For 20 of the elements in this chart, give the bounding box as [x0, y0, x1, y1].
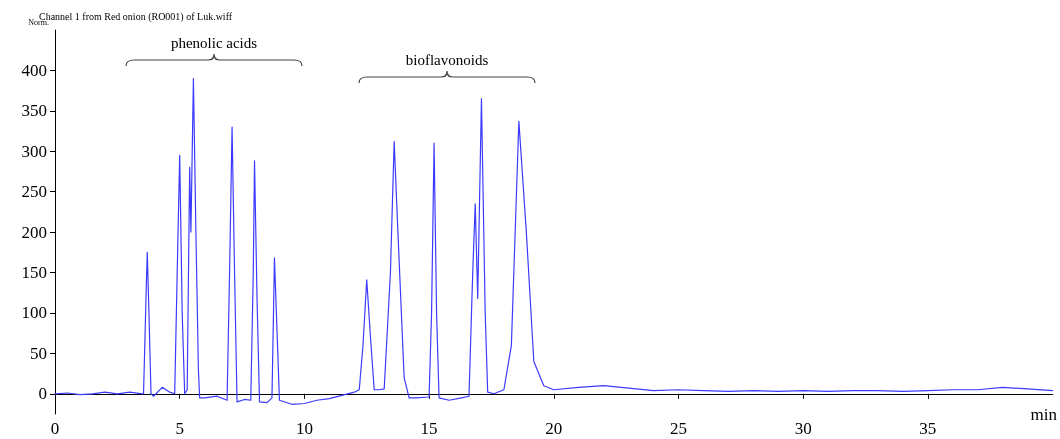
- y-tick-label: 100: [21, 303, 47, 323]
- annotation: bioflavonoids: [405, 52, 489, 68]
- x-tick-label: 35: [919, 419, 937, 438]
- y-tick-label: 250: [21, 182, 47, 202]
- y-tick-label: 350: [21, 101, 47, 121]
- x-tick-label: 20: [545, 419, 563, 438]
- y-tick-label: 150: [21, 263, 47, 283]
- x-tick-label: 0: [50, 419, 60, 438]
- x-tick-label: 30: [794, 419, 812, 438]
- y-tick-label: 400: [21, 60, 47, 80]
- x-axis-title: min: [1030, 404, 1058, 424]
- x-tick-label: 15: [420, 419, 438, 438]
- y-tick-label: 300: [21, 141, 47, 161]
- x-tick-label: 25: [669, 419, 687, 438]
- x-tick-label: 10: [295, 419, 313, 438]
- y-tick-label: 0: [38, 384, 47, 404]
- x-tick-label: 5: [175, 419, 184, 438]
- annotation: phenolic acids: [170, 35, 258, 51]
- y-tick-label: 200: [21, 222, 47, 242]
- y-tick-label: 50: [30, 343, 47, 363]
